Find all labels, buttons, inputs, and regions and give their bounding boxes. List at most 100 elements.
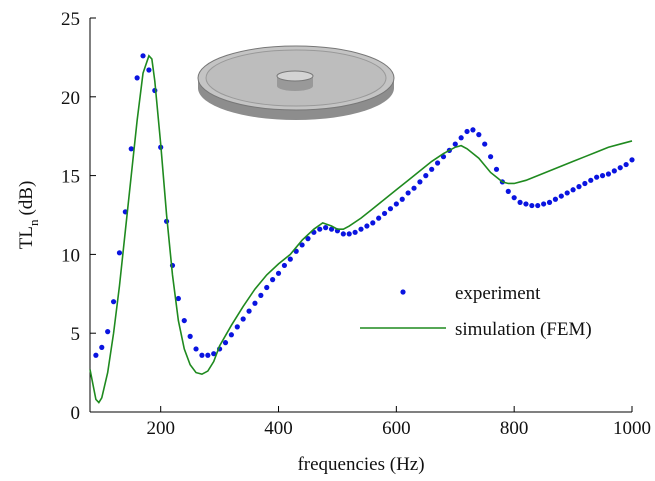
data-point [211,351,217,357]
y-tick-label: 10 [61,245,80,266]
data-point [328,226,335,232]
y-tick-label: 5 [71,324,81,345]
data-point [264,284,270,291]
mass-top [276,70,314,82]
data-point [323,225,329,231]
data-point [99,344,105,350]
data-point [517,199,523,205]
data-point [488,154,494,160]
data-point [228,332,234,338]
data-point [629,157,635,163]
data-point [429,166,435,172]
data-point [199,352,205,358]
data-point [387,206,394,212]
data-point [523,201,529,207]
data-point [305,236,311,242]
data-point [476,132,482,138]
y-label-main: TL [16,226,37,249]
data-point [275,270,282,276]
data-point [181,317,187,324]
data-point [381,210,388,217]
y-label-unit: (dB) [16,181,37,216]
data-point [364,223,370,229]
data-point [576,184,582,190]
data-point [599,173,606,179]
data-point [175,295,181,302]
data-point [505,188,511,194]
x-tick-label: 200 [146,418,175,439]
data-point [222,340,229,346]
legend-label: experiment [455,283,541,304]
data-point [611,168,617,174]
data-point [205,352,211,358]
data-point [317,226,323,232]
data-point [93,352,99,358]
data-point [281,262,288,269]
data-point [340,231,346,237]
data-point [482,141,488,147]
data-point [605,171,612,177]
y-tick-label: 15 [61,167,80,188]
data-point [493,166,500,172]
inset-disk [197,45,395,120]
data-point [376,215,382,221]
data-point [434,160,441,166]
data-point [234,324,240,330]
data-point [452,141,458,147]
data-point [258,292,264,298]
data-point [193,346,199,352]
data-point [240,316,246,322]
data-point [570,187,576,193]
data-point [529,202,535,209]
data-point [405,190,411,196]
data-point [541,201,547,207]
data-point [623,161,629,168]
legend-marker [400,289,406,295]
data-point [617,165,623,171]
data-point [287,256,293,262]
data-point [594,174,600,180]
data-point [423,173,429,179]
data-point [299,242,305,248]
data-point [110,299,117,305]
data-point [588,177,594,183]
data-point [470,127,476,133]
data-point [558,193,564,199]
data-point [140,53,146,59]
data-point [105,329,111,335]
data-point [146,67,152,73]
data-point [440,154,447,160]
data-point [464,128,470,135]
x-axis-label: frequencies (Hz) [297,454,424,475]
x-tick-label: 400 [264,418,293,439]
data-point [370,220,376,226]
data-point [393,201,399,207]
y-tick-label: 25 [61,9,80,30]
data-point [352,229,358,235]
data-point [535,202,541,209]
data-point [270,277,276,283]
data-point [417,179,423,185]
data-point [411,185,417,191]
data-point [552,196,559,202]
data-point [346,231,352,237]
data-point [134,75,140,81]
data-point [546,199,553,205]
legend-label: simulation (FEM) [455,319,592,340]
data-point [116,250,123,256]
y-tick-label: 0 [71,403,81,424]
data-point [399,196,405,202]
data-line [89,54,633,404]
data-point [358,226,364,232]
y-axis-label: TLn (dB) [16,181,41,250]
data-point [511,195,517,201]
data-point [187,333,193,339]
data-point [246,308,252,314]
data-point [458,135,464,141]
x-tick-label: 600 [382,418,411,439]
data-point [128,146,134,152]
y-label-sub: n [26,219,41,226]
data-point [252,300,258,306]
data-point [564,190,570,196]
